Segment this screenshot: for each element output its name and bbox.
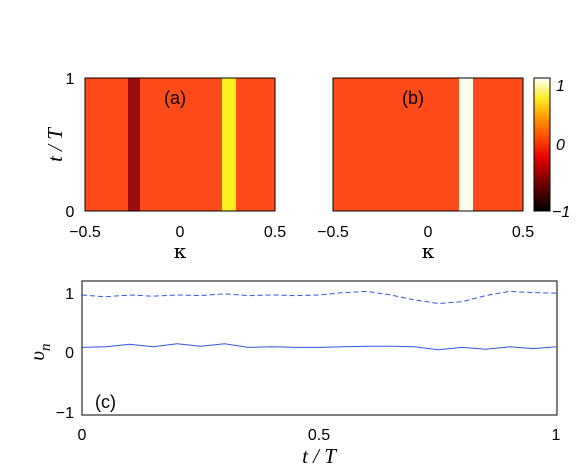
panel-b-xtick-mid: 0 [424, 224, 433, 241]
panel-a-label: (a) [164, 88, 186, 108]
panel-a-xlabel: κ [174, 239, 187, 263]
panel-b-column-bright [459, 78, 473, 211]
panel-a-frame [84, 77, 276, 212]
panel-c-xtick-1: 1 [552, 427, 561, 444]
panel-c-xtick-mid: 0.5 [308, 427, 330, 444]
panel-c-xlabel: t / T [302, 444, 337, 468]
panel-c-ytick-0: 0 [65, 345, 74, 362]
panel-a-ytick-1: 1 [66, 71, 75, 88]
panel-b-label: (b) [402, 88, 424, 108]
panel-c-ytick-1: 1 [65, 286, 74, 303]
panel-c-ylabel-main: υ [25, 351, 49, 361]
panel-b-heatmap: (b) −0.5 0 0.5 κ [317, 77, 534, 263]
panel-c-ylabel-subscript: n [38, 343, 54, 351]
panel-b-xlabel: κ [422, 239, 435, 263]
colorbar-tick-bottom: −1 [552, 204, 570, 221]
panel-b-xtick-left: −0.5 [317, 224, 349, 241]
panel-a-heatmap: (a) 1 0 −0.5 0 0.5 κ t / T [43, 71, 286, 263]
panel-b-xtick-right: 0.5 [512, 224, 534, 241]
panel-a-column-dark [128, 78, 140, 211]
panel-c-xtick-0: 0 [78, 427, 87, 444]
panel-a-column-bright [222, 78, 236, 211]
panel-b-frame [332, 77, 524, 212]
panel-c-frame [81, 280, 558, 416]
colorbar-tick-top: 1 [556, 78, 565, 95]
colorbar-tick-mid: 0 [556, 137, 565, 154]
panel-b-background [333, 78, 523, 211]
panel-c-line-chart: (c) 1 0 −1 0 0.5 1 t / T υn [25, 280, 561, 468]
panel-a-xtick-right: 0.5 [264, 224, 286, 241]
panel-a-xtick-mid: 0 [176, 224, 185, 241]
colorbar-bar [533, 77, 551, 212]
panel-a-xtick-left: −0.5 [69, 224, 101, 241]
panel-a-ytick-0: 0 [66, 204, 75, 221]
panel-a-background [85, 78, 275, 211]
panel-c-ylabel: υn [25, 343, 54, 360]
panel-c-label: (c) [95, 392, 116, 412]
panel-c-ytick-neg1: −1 [56, 405, 74, 422]
colorbar: 1 0 −1 [533, 77, 570, 221]
panel-c-series-solid [81, 343, 558, 351]
panel-a-ylabel: t / T [43, 127, 67, 162]
